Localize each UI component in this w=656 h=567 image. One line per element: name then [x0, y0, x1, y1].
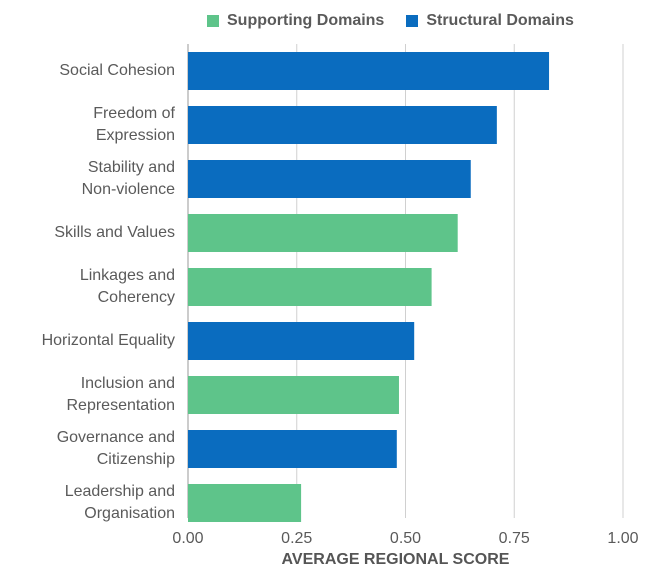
bar: [188, 376, 399, 414]
x-axis-title: AVERAGE REGIONAL SCORE: [282, 551, 510, 567]
category-label: Governance and Citizenship: [57, 429, 175, 468]
x-tick-label: 1.00: [607, 530, 638, 547]
legend-label-structural: Structural Domains: [426, 12, 574, 29]
category-label: Leadership and Organisation: [65, 483, 175, 522]
bar: [188, 322, 415, 360]
legend-item-supporting: Supporting Domains: [207, 12, 384, 30]
legend-swatch-supporting: [207, 15, 219, 27]
category-label: Horizontal Equality: [42, 332, 175, 349]
category-label: Inclusion and Representation: [66, 375, 175, 414]
category-label: Skills and Values: [54, 224, 175, 241]
x-tick-label: 0.25: [281, 530, 312, 547]
bar: [188, 268, 432, 306]
bar: [188, 160, 471, 198]
bar: [188, 106, 497, 144]
legend-swatch-structural: [406, 15, 419, 27]
bar: [188, 52, 550, 90]
bar: [188, 214, 458, 252]
x-tick-label: 0.75: [499, 530, 530, 547]
category-label: Freedom of Expression: [93, 105, 175, 144]
x-tick-label: 0.00: [172, 530, 203, 547]
legend: Supporting Domains Structural Domains: [207, 12, 574, 30]
legend-label-supporting: Supporting Domains: [227, 12, 385, 29]
bar: [188, 484, 302, 522]
category-label: Stability and Non-violence: [82, 159, 175, 198]
bar: [188, 430, 397, 468]
category-label: Linkages and Coherency: [80, 267, 175, 306]
x-tick-label: 0.50: [390, 530, 421, 547]
legend-item-structural: Structural Domains: [406, 12, 574, 30]
category-label: Social Cohesion: [59, 62, 175, 79]
